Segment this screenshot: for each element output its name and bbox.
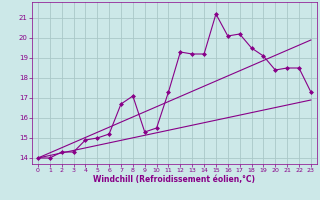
X-axis label: Windchill (Refroidissement éolien,°C): Windchill (Refroidissement éolien,°C) (93, 175, 255, 184)
